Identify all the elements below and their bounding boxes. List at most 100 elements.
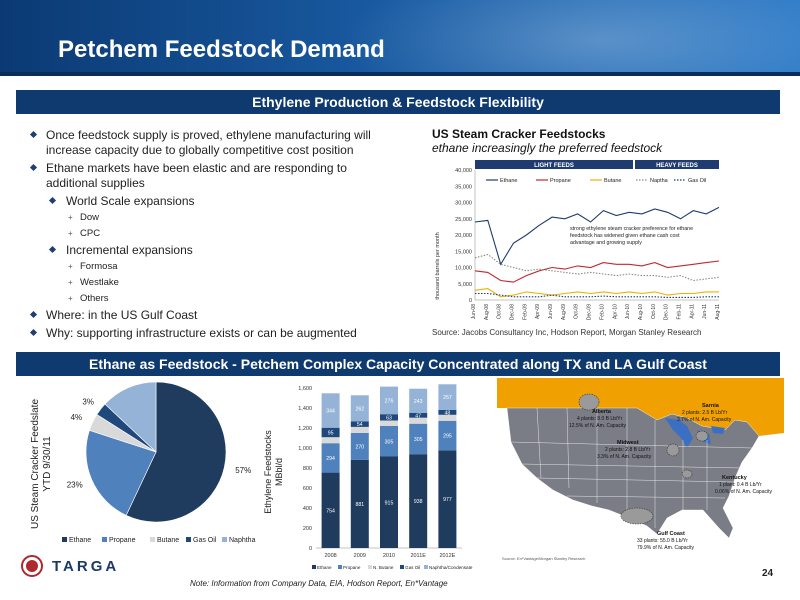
pie-slice-label: 23% xyxy=(67,481,83,490)
bar-chart-ytick: 0 xyxy=(309,546,312,552)
alberta-cluster xyxy=(578,393,600,411)
legend-label: Propane xyxy=(550,178,571,184)
bar-value-label: 915 xyxy=(385,500,394,506)
midwest-line-2: 3.3% of N. Am. Capacity xyxy=(597,454,652,460)
line-chart-source: Source: Jacobs Consultancy Inc, Hodson R… xyxy=(432,328,702,337)
bar-value-label: 243 xyxy=(414,399,423,405)
bullet-cpc: CPC xyxy=(30,227,390,240)
logo-emblem-inner xyxy=(26,560,38,572)
legend-label: Ethane xyxy=(500,178,517,184)
pie-chart: US Steam Cracker Feedslate YTD 9/30/11 5… xyxy=(30,380,256,544)
bar-category-label: 2012E xyxy=(439,553,455,559)
bar-value-label: 938 xyxy=(414,499,423,505)
line-chart-xtick: Feb-09 xyxy=(522,304,528,320)
bar-legend-item: Gas Oil xyxy=(400,565,420,570)
legend-swatch xyxy=(312,565,316,569)
pie-legend-item: Naphtha xyxy=(222,537,256,544)
line-chart-xtick: Jun-10 xyxy=(625,304,631,320)
bar-value-label: 270 xyxy=(355,444,364,450)
line-chart-ytick: 40,000 xyxy=(455,168,472,174)
legend-swatch xyxy=(222,537,227,542)
bar-chart-ytick: 1,600 xyxy=(298,386,312,392)
canada-region xyxy=(497,378,784,436)
bar-value-label: 262 xyxy=(355,406,364,412)
pie-slice-propane xyxy=(85,429,157,516)
alberta-line-2: 12.5% of N. Am. Capacity xyxy=(569,423,626,429)
bar-category-label: 2009 xyxy=(354,553,366,559)
line-chart-ytick: 25,000 xyxy=(455,217,472,223)
pie-slice-label: 57% xyxy=(235,466,251,475)
bar-value-label: 95 xyxy=(328,430,334,436)
bullet-westlake: Westlake xyxy=(30,276,390,289)
pie-chart-ylabel-1: US Steam Cracker Feedslate xyxy=(30,399,41,529)
bar-segment-n-butane xyxy=(321,437,340,444)
pie-slice-naphtha xyxy=(104,381,157,453)
sarnia-line-1: 2 plants: 2.5 B Lb/Yr xyxy=(682,410,728,416)
line-chart-ytick: 10,000 xyxy=(455,266,472,272)
bar-value-label: 295 xyxy=(443,434,452,440)
legend-label: Naptha xyxy=(650,178,669,184)
legend-swatch xyxy=(400,565,404,569)
bar-segment-propane xyxy=(380,426,398,457)
bar-legend-item: Ethane xyxy=(312,565,332,570)
targa-logo xyxy=(21,555,43,577)
sarnia-cluster xyxy=(695,430,709,442)
line-chart-xtick: Feb-10 xyxy=(599,304,605,320)
bar-segment-naphtha-condensate xyxy=(350,395,369,422)
bar-segment-gas-oil xyxy=(380,414,398,421)
line-chart-xtick: Dec-08 xyxy=(510,304,516,320)
bar-chart-ytick: 400 xyxy=(303,506,312,512)
kentucky-name: Kentucky xyxy=(722,475,748,481)
legend-label: Naphtha xyxy=(229,537,256,544)
legend-label: Ethane xyxy=(317,565,332,570)
legend-label: Gas Oil xyxy=(405,565,420,570)
banner-middle: Ethane as Feedstock - Petchem Complex Ca… xyxy=(16,352,780,376)
bar-segment-gas-oil xyxy=(321,427,340,438)
gulf-coast-cluster xyxy=(620,507,654,525)
bullet-supply: Once feedstock supply is proved, ethylen… xyxy=(30,128,390,158)
bar-value-label: 344 xyxy=(326,409,335,415)
bar-segment-n-butane xyxy=(350,426,369,433)
bar-value-label: 754 xyxy=(326,508,335,514)
bar-segment-ethane xyxy=(321,472,340,548)
line-chart-legend-item: Gas Oil xyxy=(674,178,706,184)
line-chart-xtick: Aug-09 xyxy=(561,304,567,320)
line-chart-xtick: Apr-09 xyxy=(535,304,541,319)
line-chart-legend-item: Ethane xyxy=(486,178,517,184)
midwest-name: Midwest xyxy=(617,440,639,446)
light-feeds-band xyxy=(475,160,633,169)
line-chart-ytick: 0 xyxy=(469,298,472,304)
bar-segment-propane xyxy=(409,423,428,455)
bar-category-label: 2008 xyxy=(324,553,336,559)
pie-slice-label: 3% xyxy=(82,398,94,407)
pie-slice-ethane xyxy=(125,381,227,523)
bar-segment-naphtha-condensate xyxy=(438,384,457,410)
bullet-dow: Dow xyxy=(30,211,390,224)
line-chart-xtick: Jun-11 xyxy=(702,304,708,319)
line-chart-ylabel: thousand barrels per month xyxy=(435,232,441,299)
bar-value-label: 305 xyxy=(414,437,423,443)
bar-value-label: 977 xyxy=(443,497,452,503)
bar-segment-n-butane xyxy=(409,417,428,424)
us-landmass xyxy=(506,407,760,539)
bar-segment-propane xyxy=(321,443,340,473)
bar-chart-ytick: 1,000 xyxy=(298,446,312,452)
line-chart-title: US Steam Cracker Feedstocks xyxy=(432,127,606,141)
line-chart-xtick: Jun-09 xyxy=(548,304,554,320)
page-number: 24 xyxy=(762,568,774,579)
banner-top: Ethylene Production & Feedstock Flexibil… xyxy=(16,90,780,114)
bullet-list: Once feedstock supply is proved, ethylen… xyxy=(30,128,390,344)
pie-legend-item: Butane xyxy=(150,537,179,544)
line-chart-xtick: Oct-09 xyxy=(574,304,580,319)
legend-label: Butane xyxy=(157,537,179,544)
line-chart-xtick: Dec-09 xyxy=(587,304,593,320)
line-chart-annotation-2: feedstock has widened given ethane cash … xyxy=(570,233,680,239)
bar-segment-propane xyxy=(350,432,369,460)
line-chart-xtick: Aug-11 xyxy=(715,304,721,320)
bar-segment-gas-oil xyxy=(350,421,369,427)
line-chart-xtick: Aug-10 xyxy=(638,304,644,320)
line-chart-annotation-3: advantage and growing supply xyxy=(570,240,642,246)
header-rule xyxy=(0,72,800,76)
bullet-markets: Ethane markets have been elastic and are… xyxy=(30,161,390,191)
legend-label: Ethane xyxy=(69,537,91,544)
